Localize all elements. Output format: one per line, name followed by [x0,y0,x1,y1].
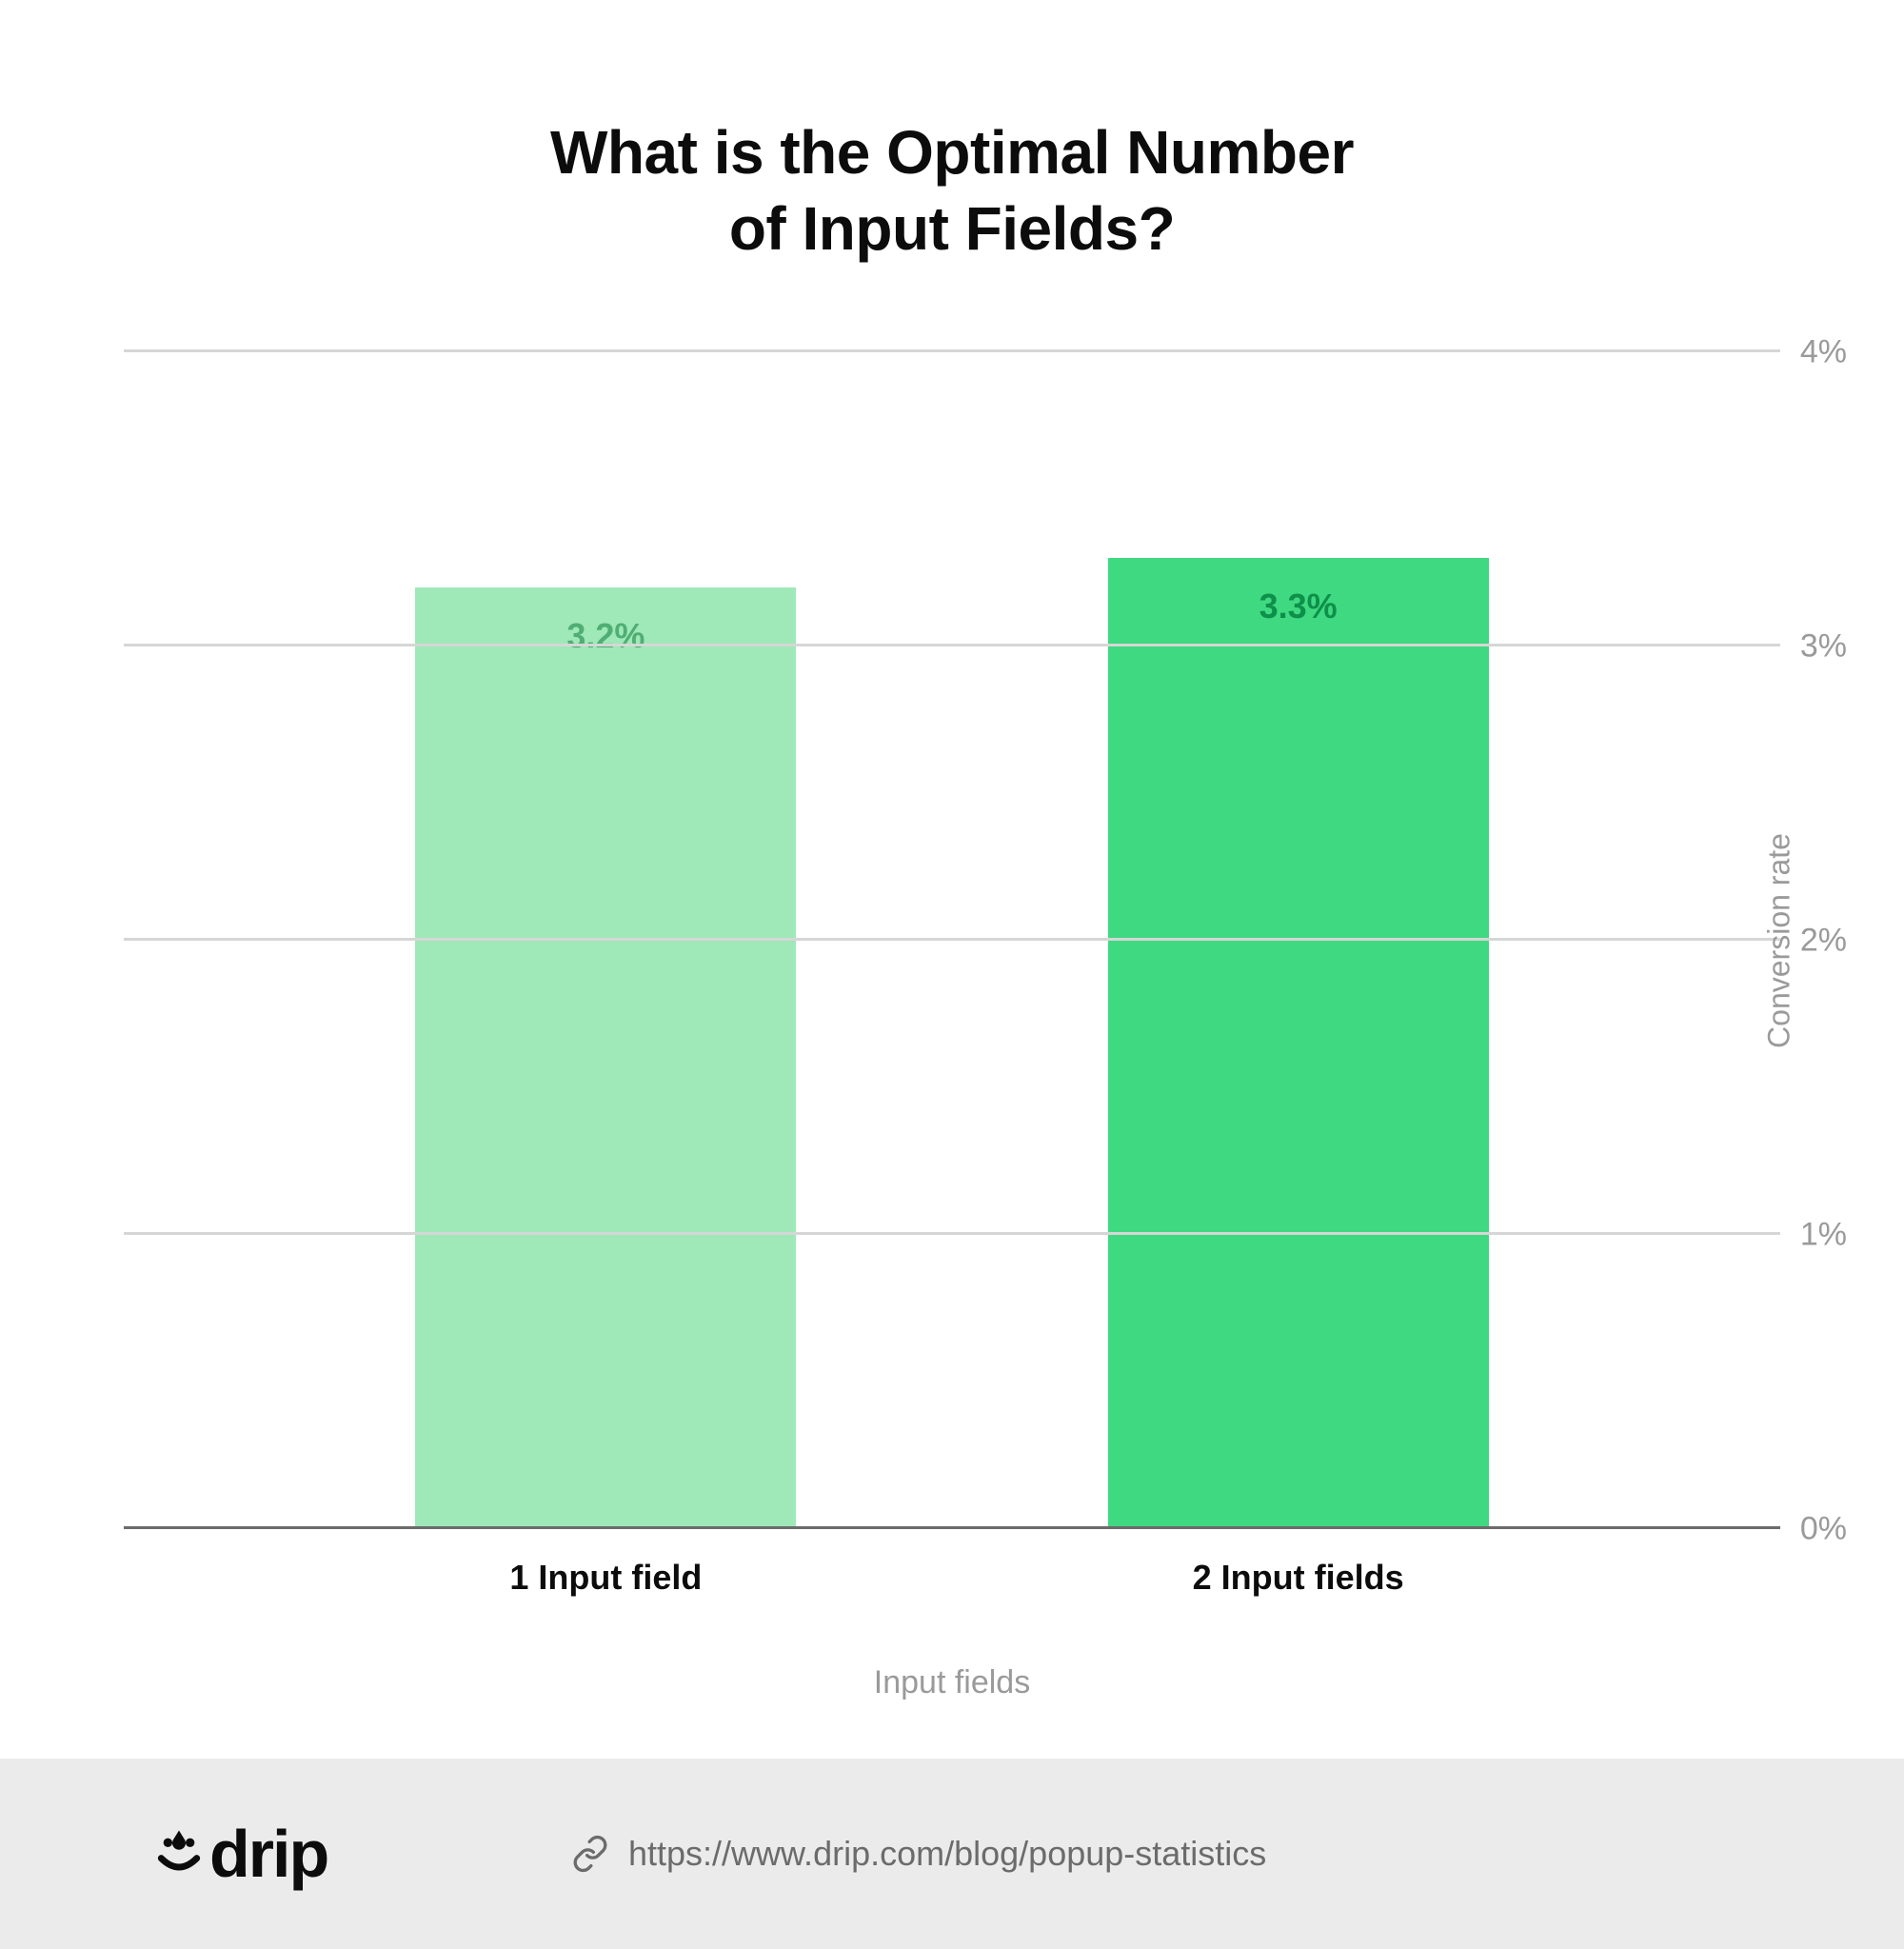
gridline [124,349,1780,352]
chart-title-line1: What is the Optimal Number [550,118,1354,187]
footer: drip https://www.drip.com/blog/popup-sta… [0,1759,1904,1949]
yaxis-title: Conversion rate [1762,833,1797,1048]
source-url: https://www.drip.com/blog/popup-statisti… [628,1834,1266,1874]
bar: 3.3% [1108,558,1489,1529]
chart-region: What is the Optimal Number of Input Fiel… [0,0,1904,1759]
plot-wrap: 3.2%3.3% 0%1%2%3%4% Conversion rate 1 In… [124,352,1780,1701]
bars-group: 3.2% 3.3% [124,352,1780,1529]
gridline [124,1232,1780,1235]
bar-slot: 3.2% [323,352,889,1529]
chart-title-line2: of Input Fields? [729,194,1175,263]
xtick-label: 2 Input fields [1015,1558,1581,1598]
link-icon [571,1835,609,1873]
logo: drip [152,1816,495,1892]
ytick-label: 0% [1800,1511,1847,1548]
bar-value-label: 3.2% [566,616,645,656]
gridline [124,1526,1780,1529]
ytick-label: 3% [1800,628,1847,666]
bar: 3.2% [415,587,796,1529]
bar-value-label: 3.3% [1259,587,1338,626]
chart-title: What is the Optimal Number of Input Fiel… [124,114,1780,267]
ytick-label: 2% [1800,923,1847,960]
xtick-label: 1 Input field [323,1558,889,1598]
gridline [124,938,1780,941]
plot-row: 3.2%3.3% 0%1%2%3%4% Conversion rate [124,352,1780,1529]
bar-slot: 3.3% [1015,352,1581,1529]
gridline [124,644,1780,646]
drip-logo-icon [152,1827,206,1880]
logo-text: drip [209,1816,327,1892]
xaxis-ticks: 1 Input field 2 Input fields [124,1529,1780,1598]
infographic-container: What is the Optimal Number of Input Fiel… [0,0,1904,1949]
plot-area: 3.2%3.3% 0%1%2%3%4% [124,352,1780,1529]
source: https://www.drip.com/blog/popup-statisti… [571,1834,1266,1874]
xaxis-title: Input fields [124,1664,1780,1701]
ytick-label: 1% [1800,1217,1847,1254]
ytick-label: 4% [1800,334,1847,371]
